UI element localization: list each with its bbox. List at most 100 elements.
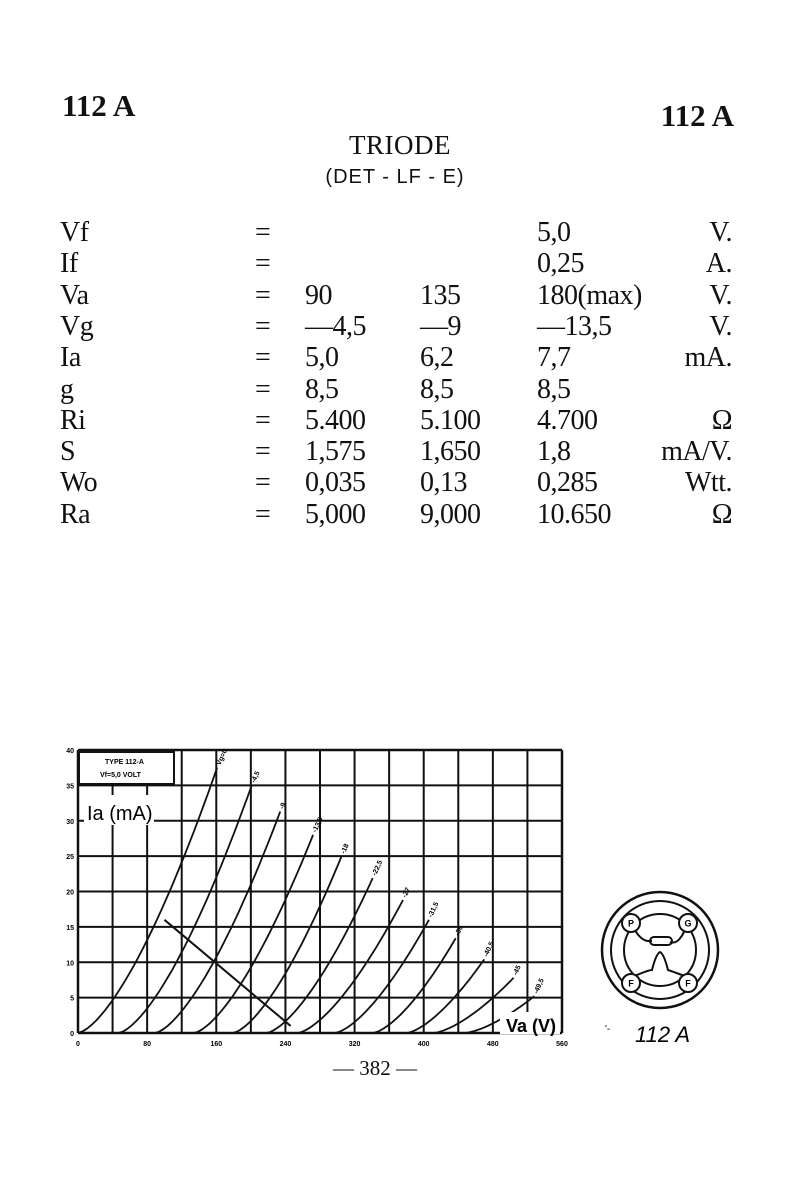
y-tick-label: 15 [66, 925, 74, 932]
chart-title: TYPE 112-A [105, 759, 144, 766]
socket-mark: '- [605, 1024, 610, 1035]
socket-pins: P G F F [621, 913, 698, 993]
y-tick-label: 0 [70, 1031, 74, 1038]
x-tick-label: 480 [487, 1041, 499, 1048]
spec-row: g = 8,5 8,5 8,5 [0, 373, 800, 406]
curve-vg-1 [118, 785, 253, 1034]
socket-pin-label: P [628, 919, 634, 929]
y-tick-label: 35 [66, 783, 74, 790]
socket-pin-label: F [628, 979, 634, 989]
curve-label: -49,5 [533, 978, 546, 996]
curve-label: -4,5 [250, 770, 261, 784]
spec-row: Ri = 5.400 5.100 4.700 Ω [0, 404, 800, 437]
socket-inner-ring [623, 913, 697, 987]
page-subtitle: (DET - LF - E) [325, 166, 465, 188]
spec-equals: = [255, 404, 271, 436]
y-tick-label: 20 [66, 890, 74, 897]
spec-unit: V. [709, 310, 732, 342]
spec-row: Vf = 5,0 V. [0, 218, 800, 249]
spec-equals: = [255, 498, 271, 530]
spec-row: If = 0,25 A. [0, 249, 800, 280]
tube-code-left: 112 A [62, 88, 136, 123]
grid-element-icon [649, 936, 673, 946]
curve-vg-11 [464, 995, 535, 1034]
spec-param: If [60, 248, 78, 280]
xlabel-bg [500, 1012, 560, 1034]
socket-diagram: P G F F '- 112 A [600, 890, 720, 1047]
y-tick-label: 30 [66, 819, 74, 826]
page-title: TRIODE [349, 130, 451, 160]
y-tick-label: 25 [66, 854, 74, 861]
curve-label: -18 [340, 843, 351, 855]
curve-vg-6 [297, 899, 404, 1034]
spec-row: S = 1,575 1,650 1,8 mA/V. [0, 437, 800, 468]
spec-equals: = [255, 279, 271, 311]
load-line [163, 919, 292, 1027]
socket-label: 112 A [635, 1022, 690, 1047]
socket-pin-label: G [684, 919, 691, 929]
y-tick-label: 10 [66, 960, 74, 967]
spec-row: Va = 90 135 180(max) V. [0, 279, 800, 312]
spec-value-3: 10.650 [537, 498, 612, 530]
spec-row: Vg = —4,5 —9 —13,5 V. [0, 310, 800, 343]
tube-code-right: 112 A [660, 98, 734, 133]
spec-param: S [60, 436, 76, 468]
curve-label: -36 [454, 925, 465, 937]
spec-param: Vg [60, 310, 94, 342]
socket-middle-ring [610, 900, 710, 1000]
page-number: — 382 — [333, 1056, 417, 1080]
x-tick-label: 560 [556, 1041, 568, 1048]
spec-param: Va [60, 279, 89, 311]
spec-value-2: 6,2 [420, 342, 454, 374]
spec-value-1: 1,575 [305, 436, 366, 468]
spec-value-3: —13,5 [537, 310, 612, 342]
chart-ticks: 0 80 160 240 320 400 480 560 0 5 10 15 20 25 30 35 40 [66, 748, 568, 1048]
y-axis-label: Ia (mA) [87, 803, 153, 825]
curve-label: -9 [279, 802, 288, 811]
spec-unit: A. [705, 248, 733, 280]
spec-param: Vf [60, 217, 89, 248]
spec-value-3: 1,8 [537, 436, 571, 468]
curve-label: -13,5 [312, 816, 325, 834]
spec-value-2: 9,000 [420, 498, 481, 530]
spec-param: Ra [60, 498, 91, 530]
x-tick-label: 0 [76, 1041, 80, 1048]
socket-outer-ring [600, 890, 720, 1010]
chart-grid [76, 748, 564, 1035]
curve-label: -22,5 [371, 859, 384, 877]
curve-vg-4 [232, 855, 343, 1034]
curve-vg-3 [193, 834, 314, 1034]
spec-unit: Ω [711, 404, 733, 436]
spec-value-1: 5,000 [305, 498, 366, 530]
x-tick-label: 320 [349, 1041, 361, 1048]
spec-row: Ra = 5,000 9,000 10.650 Ω [0, 498, 800, 531]
spec-value-3: 5,0 [537, 217, 571, 248]
curve-label: -27 [401, 887, 412, 899]
curve-label: -45 [512, 964, 523, 976]
spec-value-3: 4.700 [537, 404, 598, 436]
curve-vg-5 [266, 877, 374, 1034]
spec-value-2: 8,5 [420, 373, 454, 405]
x-tick-label: 240 [280, 1041, 292, 1048]
spec-row: Wo = 0,035 0,13 0,285 Wtt. [0, 468, 800, 499]
spec-value-3: 0,25 [537, 248, 585, 280]
spec-equals: = [255, 436, 271, 468]
spec-param: g [60, 373, 74, 405]
spec-unit: Ω [711, 498, 733, 530]
socket-pin [621, 973, 641, 993]
spec-value-1: 5,0 [305, 342, 339, 374]
spec-value-1: —4,5 [305, 310, 367, 342]
spec-equals: = [255, 248, 271, 280]
spec-value-1: 5.400 [305, 404, 366, 436]
chart-inset-box [78, 751, 175, 785]
x-tick-label: 80 [143, 1041, 151, 1048]
spec-unit: Wtt. [685, 467, 733, 499]
spec-value-2: 5.100 [420, 404, 481, 436]
spec-row: Ia = 5,0 6,2 7,7 mA. [0, 343, 800, 374]
y-tick-label: 5 [70, 996, 74, 1003]
socket-pin [621, 913, 641, 933]
socket-pin [678, 973, 698, 993]
spec-equals: = [255, 217, 271, 248]
curve-vg-0 [77, 767, 218, 1034]
spec-equals: = [255, 310, 271, 342]
